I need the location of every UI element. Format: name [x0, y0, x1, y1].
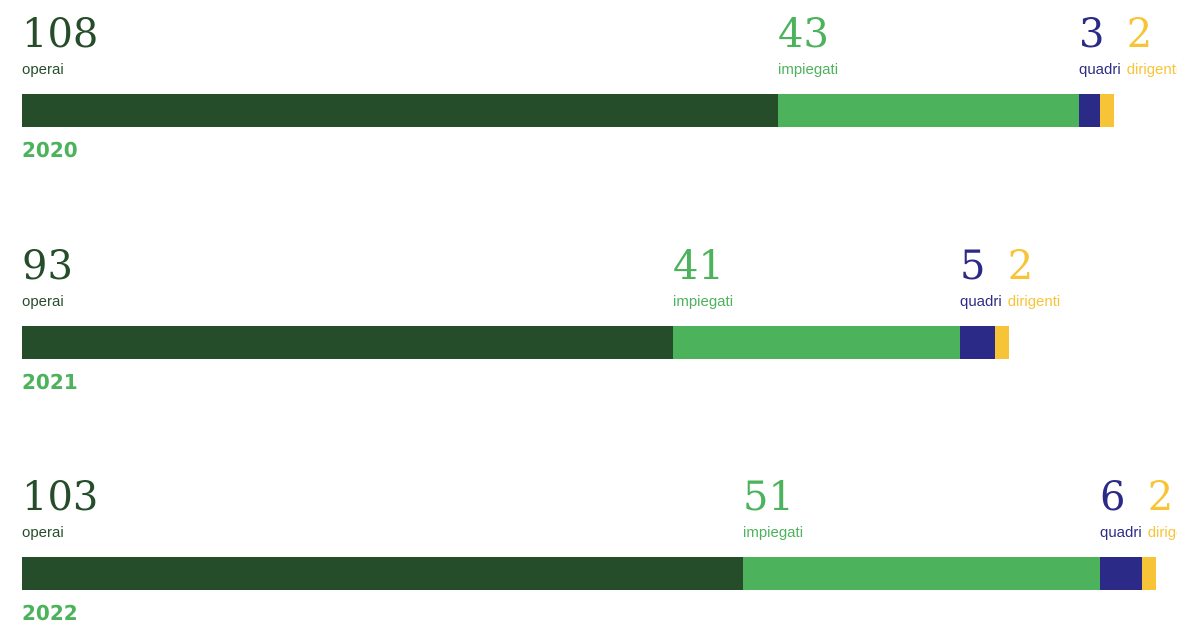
value-label-quadri-2020: 3 — [1079, 11, 1104, 57]
series-label-impiegati-2022: impiegati — [743, 524, 803, 541]
bar-segment-operai-2021 — [22, 326, 673, 359]
series-label-quadri-2022: quadri — [1100, 524, 1142, 541]
value-label-impiegati-2022: 51 — [743, 474, 794, 520]
bar-segment-dirigenti-2021 — [995, 326, 1009, 359]
bar-segment-quadri-2020 — [1079, 94, 1100, 127]
year-label-2020: 2020 — [22, 138, 78, 162]
value-label-dirigenti-2020: 2 — [1127, 11, 1152, 57]
series-label-dirigenti-2022: dirigenti — [1148, 524, 1177, 541]
year-label-2021: 2021 — [22, 370, 78, 394]
series-label-impiegati-2021: impiegati — [673, 293, 733, 310]
series-label-impiegati-2020: impiegati — [778, 61, 838, 78]
year-label-2022: 2022 — [22, 601, 78, 624]
series-label-quadri-2020: quadri — [1079, 61, 1121, 78]
series-label-operai-2022: operai — [22, 524, 64, 541]
bar-segment-impiegati-2022 — [743, 557, 1100, 590]
bar-segment-dirigenti-2020 — [1100, 94, 1114, 127]
series-label-operai-2021: operai — [22, 293, 64, 310]
bar-segment-operai-2020 — [22, 94, 778, 127]
bar-segment-dirigenti-2022 — [1142, 557, 1156, 590]
bar-segment-quadri-2021 — [960, 326, 995, 359]
series-label-quadri-2021: quadri — [960, 293, 1002, 310]
bar-segment-quadri-2022 — [1100, 557, 1142, 590]
value-label-quadri-2021: 5 — [960, 243, 985, 289]
value-label-operai-2021: 93 — [22, 243, 73, 289]
value-label-quadri-2022: 6 — [1100, 474, 1125, 520]
value-label-operai-2020: 108 — [22, 11, 98, 57]
series-label-operai-2020: operai — [22, 61, 64, 78]
series-label-dirigenti-2021: dirigenti — [1008, 293, 1061, 310]
bar-segment-impiegati-2021 — [673, 326, 960, 359]
series-label-dirigenti-2020: dirigenti — [1127, 61, 1177, 78]
value-label-dirigenti-2022: 2 — [1148, 474, 1173, 520]
value-label-operai-2022: 103 — [22, 474, 98, 520]
value-label-impiegati-2020: 43 — [778, 11, 829, 57]
bar-segment-operai-2022 — [22, 557, 743, 590]
bar-segment-impiegati-2020 — [778, 94, 1079, 127]
value-label-impiegati-2021: 41 — [673, 243, 724, 289]
value-label-dirigenti-2021: 2 — [1008, 243, 1033, 289]
